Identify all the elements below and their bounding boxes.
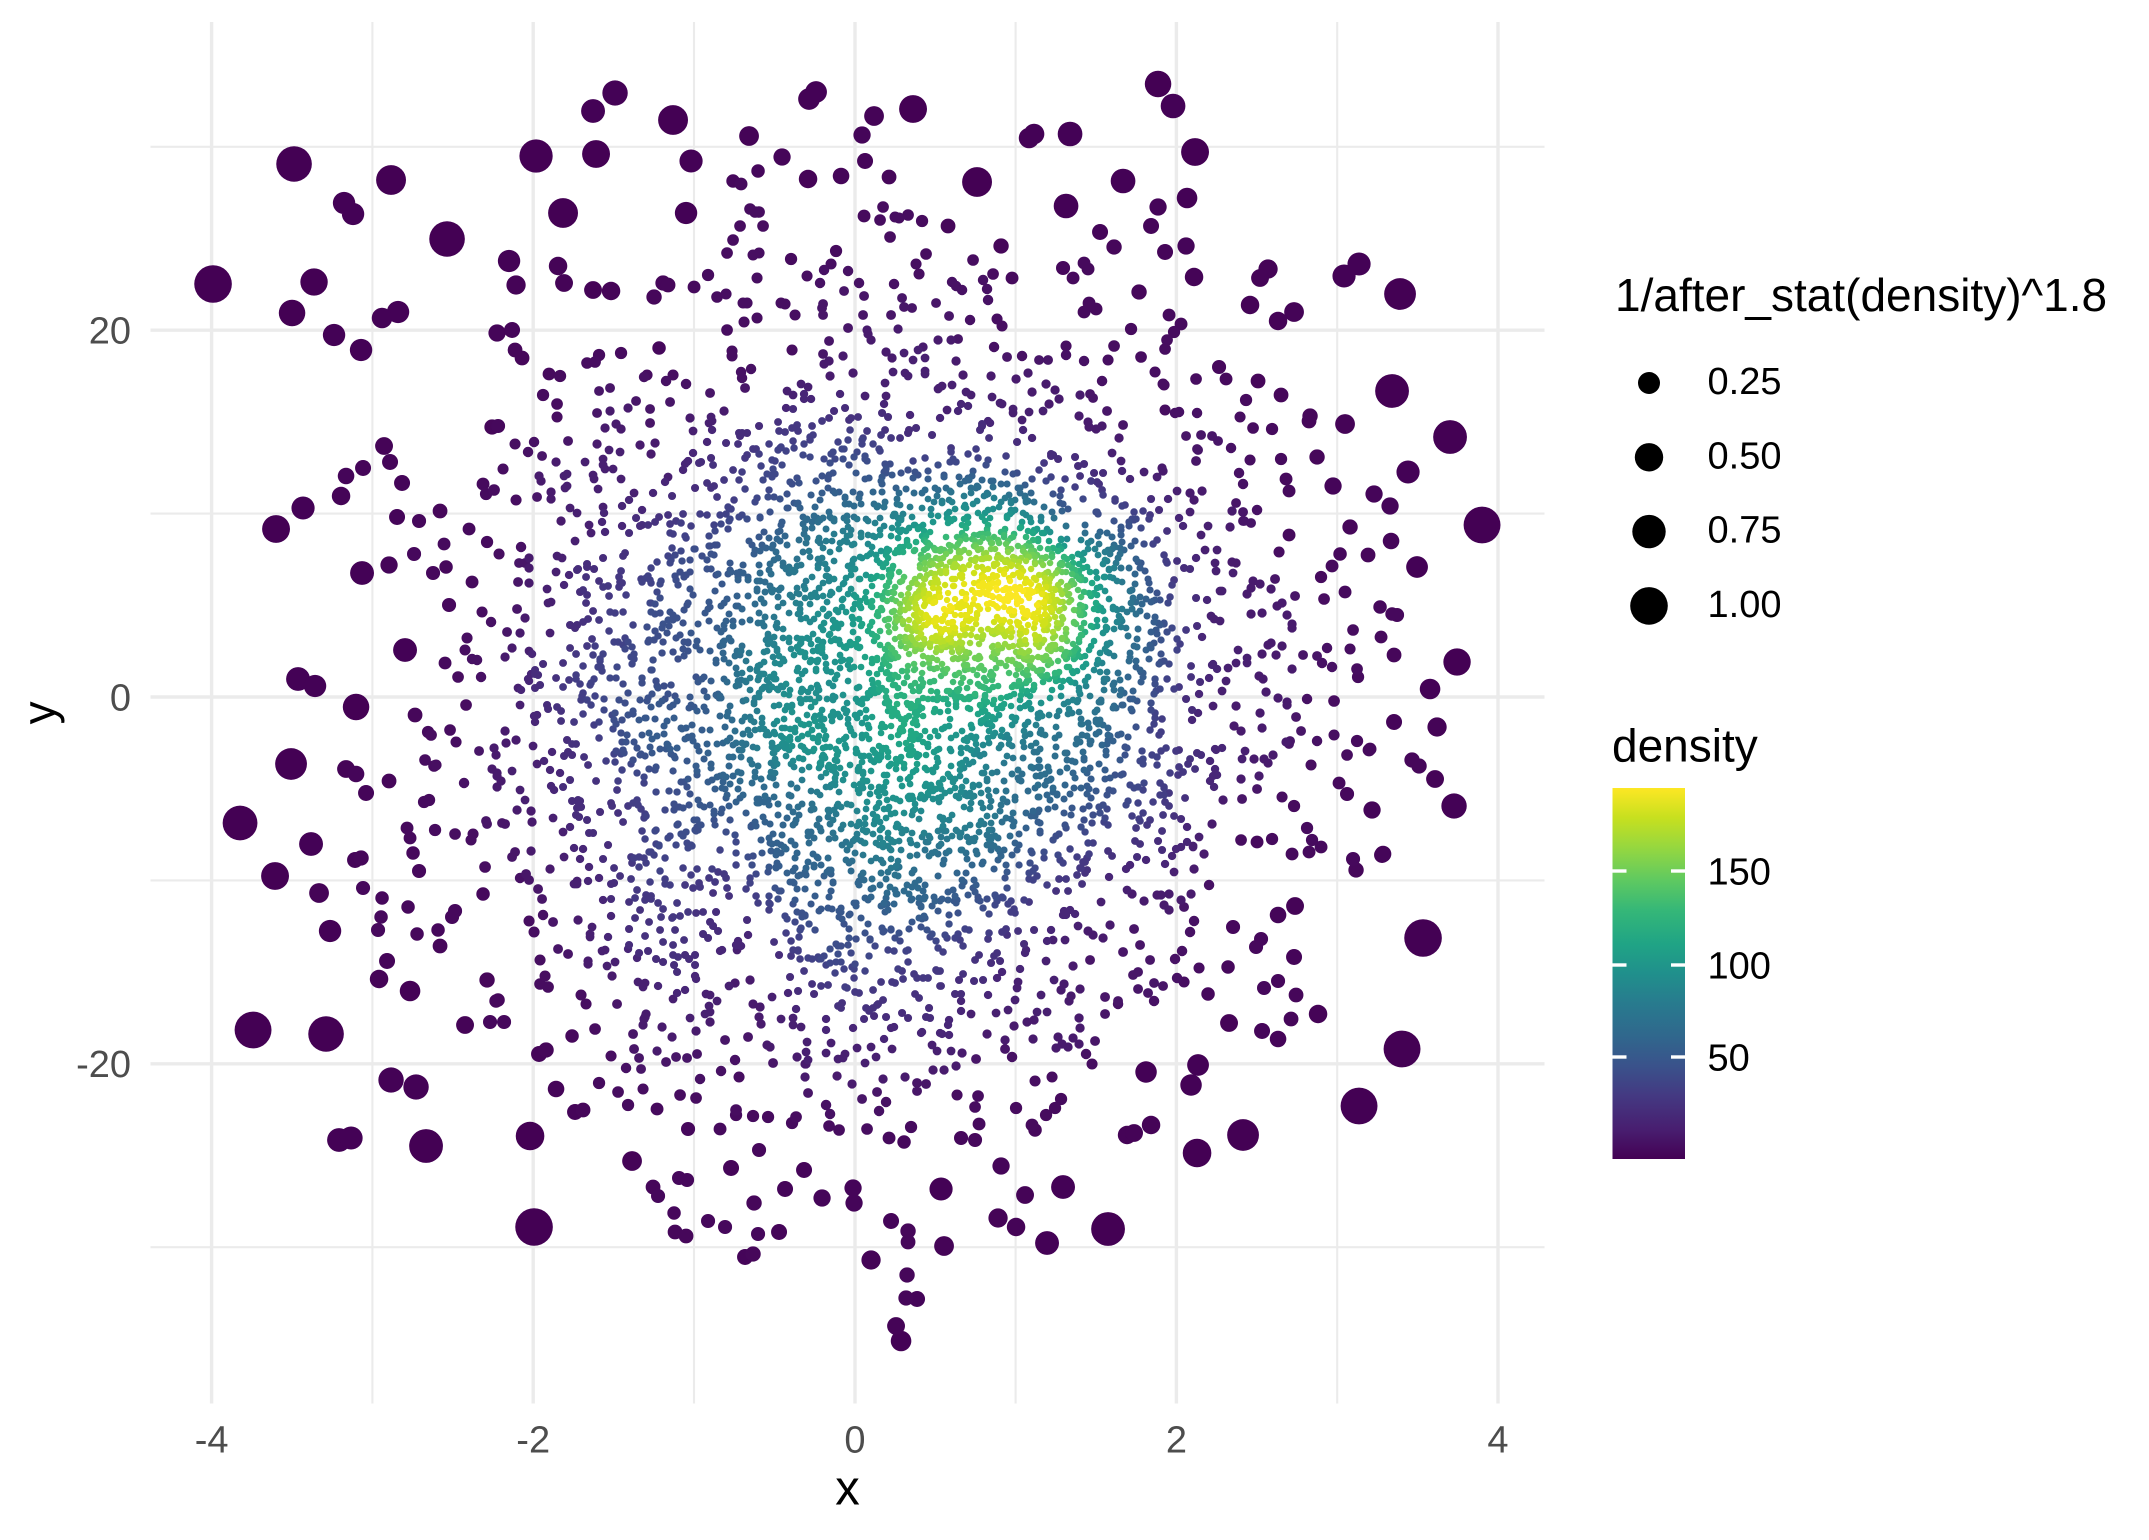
svg-text:4: 4 bbox=[1487, 1420, 1508, 1462]
svg-text:50: 50 bbox=[1708, 1038, 1750, 1080]
svg-text:100: 100 bbox=[1708, 946, 1771, 988]
svg-text:0.25: 0.25 bbox=[1708, 361, 1782, 403]
svg-text:0.50: 0.50 bbox=[1708, 435, 1782, 477]
svg-text:1.00: 1.00 bbox=[1708, 584, 1782, 626]
svg-text:20: 20 bbox=[89, 311, 131, 353]
svg-text:density: density bbox=[1612, 720, 1758, 772]
svg-text:-20: -20 bbox=[76, 1044, 131, 1086]
svg-text:x: x bbox=[835, 1462, 860, 1516]
svg-text:0: 0 bbox=[844, 1420, 865, 1462]
svg-text:-2: -2 bbox=[516, 1420, 550, 1462]
svg-text:0: 0 bbox=[110, 677, 131, 719]
svg-text:1/after_stat(density)^1.8: 1/after_stat(density)^1.8 bbox=[1615, 269, 2107, 321]
svg-text:-4: -4 bbox=[195, 1420, 229, 1462]
svg-text:y: y bbox=[13, 701, 65, 724]
svg-text:2: 2 bbox=[1166, 1420, 1187, 1462]
svg-text:150: 150 bbox=[1708, 852, 1771, 894]
svg-text:0.75: 0.75 bbox=[1708, 510, 1782, 552]
